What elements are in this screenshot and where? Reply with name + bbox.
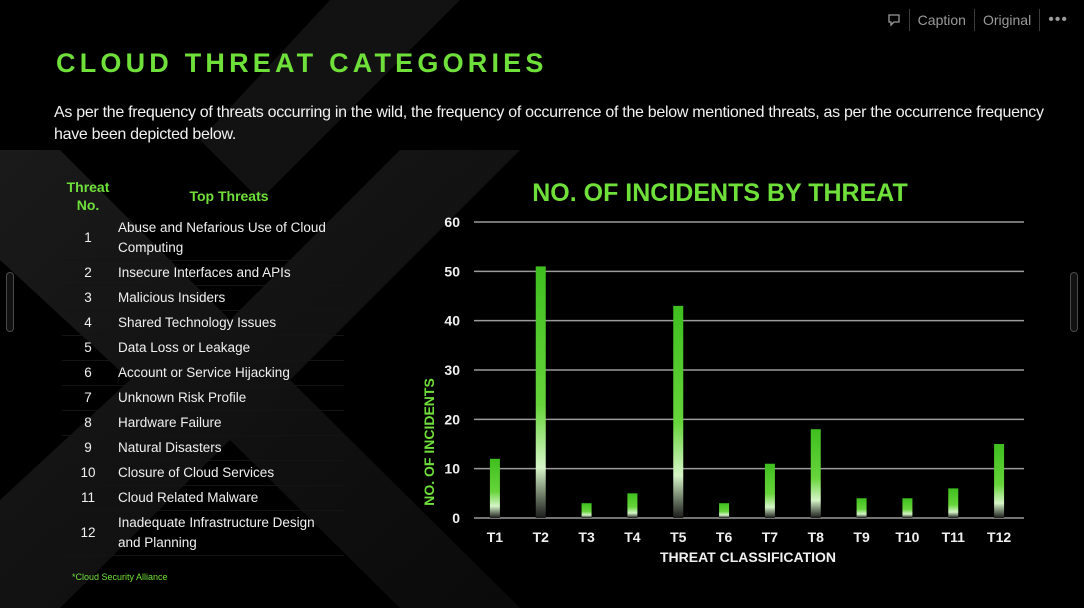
threat-name: Natural Disasters xyxy=(114,435,344,461)
chart-y-axis-label: NO. OF INCIDENTS xyxy=(421,378,437,506)
bar-t8 xyxy=(810,429,821,518)
caption-button[interactable]: Caption xyxy=(917,12,966,28)
table-row: 8 Hardware Failure xyxy=(62,410,344,436)
threat-name: Abuse and Nefarious Use of Cloud Computi… xyxy=(114,216,344,261)
table-row: 2 Insecure Interfaces and APIs xyxy=(62,260,344,286)
y-tick-label: 20 xyxy=(444,411,460,427)
chart-title: NO. OF INCIDENTS BY THREAT xyxy=(532,179,907,207)
x-tick-label: T6 xyxy=(716,529,733,545)
bar-t6 xyxy=(719,503,730,518)
y-tick-label: 30 xyxy=(444,362,460,378)
original-button[interactable]: Original xyxy=(982,12,1032,28)
toolbar-divider xyxy=(973,9,975,31)
x-tick-label: T8 xyxy=(808,529,825,545)
threat-number: 1 xyxy=(62,216,114,261)
threat-table: Threat No. Top Threats 1 Abuse and Nefari… xyxy=(62,176,344,556)
comment-button[interactable] xyxy=(879,6,909,34)
footnote: *Cloud Security Alliance xyxy=(72,572,168,582)
table-row: 3 Malicious Insiders xyxy=(62,285,344,311)
chart-x-axis-label: THREAT CLASSIFICATION xyxy=(660,549,836,565)
threat-name: Cloud Related Malware xyxy=(114,485,344,511)
bar-t12 xyxy=(994,444,1005,518)
threat-number: 5 xyxy=(62,335,114,361)
threat-name: Closure of Cloud Services xyxy=(114,460,344,486)
table-row: 4 Shared Technology Issues xyxy=(62,310,344,336)
table-row: 6 Account or Service Hijacking xyxy=(62,360,344,386)
bar-t3 xyxy=(581,503,592,518)
x-tick-label: T5 xyxy=(670,529,687,545)
toolbar-divider xyxy=(908,9,910,31)
table-row: 5 Data Loss or Leakage xyxy=(62,335,344,361)
x-tick-label: T10 xyxy=(895,529,919,545)
threat-name: Malicious Insiders xyxy=(114,285,344,311)
bar-t11 xyxy=(948,488,959,518)
x-tick-label: T12 xyxy=(987,529,1011,545)
threat-number: 6 xyxy=(62,360,114,386)
table-header-threat-no: Threat No. xyxy=(66,179,110,213)
bar-t10 xyxy=(902,498,913,518)
table-row: 11 Cloud Related Malware xyxy=(62,485,344,511)
threat-name: Inadequate Infrastructure Design and Pla… xyxy=(114,510,344,556)
threat-number: 11 xyxy=(62,485,114,511)
threat-number: 12 xyxy=(62,510,114,556)
bar-t1 xyxy=(489,458,500,518)
threat-name: Data Loss or Leakage xyxy=(114,335,344,361)
right-resize-handle[interactable] xyxy=(1070,272,1078,332)
x-tick-label: T11 xyxy=(942,529,966,545)
y-tick-label: 0 xyxy=(452,510,460,526)
threat-name: Account or Service Hijacking xyxy=(114,360,344,386)
x-tick-label: T7 xyxy=(762,529,779,545)
intro-text: As per the frequency of threats occurrin… xyxy=(54,104,1044,143)
threat-table-body: 1 Abuse and Nefarious Use of Cloud Comput… xyxy=(62,216,344,556)
x-tick-label: T1 xyxy=(487,529,504,545)
y-tick-label: 40 xyxy=(444,313,460,329)
incidents-chart: NO. OF INCIDENTS BY THREAT 0 10 20 30 40 50 60… xyxy=(420,170,1060,570)
slide-title: CLOUD THREAT CATEGORIES xyxy=(56,48,548,78)
x-tick-label: T3 xyxy=(578,529,595,545)
table-row: 10 Closure of Cloud Services xyxy=(62,460,344,486)
bar-t7 xyxy=(764,463,775,518)
threat-number: 9 xyxy=(62,435,114,461)
threat-number: 7 xyxy=(62,385,114,411)
bar-t2 xyxy=(535,266,546,518)
x-tick-label: T9 xyxy=(853,529,870,545)
threat-name: Insecure Interfaces and APIs xyxy=(114,260,344,286)
viewer-toolbar: Caption Original ••• xyxy=(879,6,1076,34)
threat-number: 3 xyxy=(62,285,114,311)
bar-t9 xyxy=(856,498,867,518)
threat-number: 10 xyxy=(62,460,114,486)
y-tick-label: 60 xyxy=(444,214,460,230)
table-row: 7 Unknown Risk Profile xyxy=(62,385,344,411)
threat-name: Hardware Failure xyxy=(114,410,344,436)
table-row: 12 Inadequate Infrastructure Design and P… xyxy=(62,510,344,556)
more-options-icon[interactable]: ••• xyxy=(1048,11,1068,28)
toolbar-divider xyxy=(1039,9,1041,31)
threat-number: 8 xyxy=(62,410,114,436)
threat-number: 4 xyxy=(62,310,114,336)
threat-name: Shared Technology Issues xyxy=(114,310,344,336)
bar-t4 xyxy=(627,493,638,518)
threat-name: Unknown Risk Profile xyxy=(114,385,344,411)
table-header-top-threats: Top Threats xyxy=(189,188,269,204)
threat-number: 2 xyxy=(62,260,114,286)
x-tick-label: T2 xyxy=(533,529,550,545)
incidents-chart-svg: NO. OF INCIDENTS BY THREAT 0 10 20 30 40 50 60… xyxy=(421,179,1024,565)
y-tick-label: 50 xyxy=(444,263,460,279)
comment-icon xyxy=(888,14,900,27)
y-tick-label: 10 xyxy=(444,461,460,477)
bar-t5 xyxy=(673,305,684,518)
table-row: 9 Natural Disasters xyxy=(62,435,344,461)
left-resize-handle[interactable] xyxy=(6,272,14,332)
table-row: 1 Abuse and Nefarious Use of Cloud Comput… xyxy=(62,216,344,261)
x-tick-label: T4 xyxy=(624,529,641,545)
